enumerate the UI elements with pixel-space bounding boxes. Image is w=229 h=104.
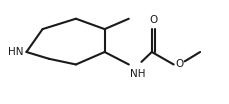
Text: O: O	[175, 59, 183, 69]
Text: O: O	[149, 15, 157, 25]
Text: NH: NH	[129, 69, 145, 79]
Text: HN: HN	[8, 47, 24, 57]
